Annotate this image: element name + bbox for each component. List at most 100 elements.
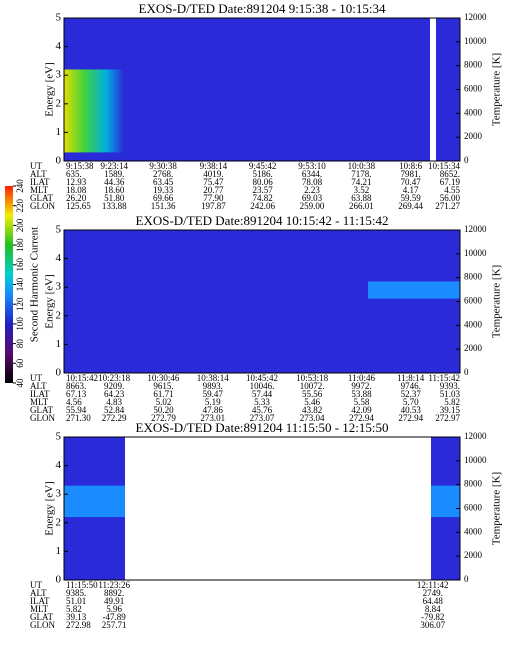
ephemeris-value: 5.96: [106, 604, 122, 614]
ephemeris-value: 9:45:42: [249, 161, 277, 171]
ephemeris-label: ALT: [30, 381, 47, 391]
y2-tick-label: 0: [464, 155, 469, 165]
ephemeris-value: 69.03: [302, 193, 323, 203]
ephemeris-value: 19.33: [153, 185, 174, 195]
y-tick-label: 1: [56, 545, 62, 557]
ephemeris-value: 272.29: [102, 413, 127, 423]
ephemeris-value: 10:8:6: [399, 161, 423, 171]
colorbar-tick-label: 200: [15, 218, 25, 232]
ephemeris-value: 64.23: [104, 389, 125, 399]
ephemeris-value: 266.01: [349, 201, 374, 211]
ephemeris-value: 10072.: [300, 381, 325, 391]
spectrogram-band: [431, 485, 460, 518]
colorbar-tick-label: 80: [15, 339, 25, 349]
y-tick-label: 3: [56, 69, 62, 81]
ephemeris-label: GLAT: [30, 405, 53, 415]
colorbar: [5, 186, 13, 383]
ephemeris-value: 12.93: [66, 177, 87, 187]
ephemeris-value: 67.13: [66, 389, 87, 399]
ephemeris-value: 125.65: [66, 201, 91, 211]
ephemeris-value: 9209.: [104, 381, 124, 391]
ephemeris-value: 67.19: [440, 177, 461, 187]
spectrogram: [64, 437, 460, 580]
ephemeris-label: UT: [30, 161, 42, 171]
ephemeris-value: 7981.: [401, 169, 421, 179]
ephemeris-value: 57.44: [252, 389, 273, 399]
ephemeris-value: 18.08: [66, 185, 87, 195]
ephemeris-value: 257.71: [102, 620, 127, 630]
ephemeris-value: 11:15:50: [66, 580, 98, 590]
ephemeris-label: ALT: [30, 169, 47, 179]
ephemeris-value: 10:45:42: [246, 373, 278, 383]
ephemeris-value: 9893.: [203, 381, 223, 391]
ephemeris-value: 56.00: [440, 193, 461, 203]
ephemeris-value: 9393.: [440, 381, 460, 391]
y2-tick-label: 2000: [464, 550, 483, 560]
ephemeris-value: 45.76: [252, 405, 273, 415]
ephemeris-value: 10:23:18: [98, 373, 131, 383]
ephemeris-value: 50.20: [153, 405, 174, 415]
ephemeris-value: 39.15: [440, 405, 461, 415]
panel-title: EXOS-D/TED Date:891204 9:15:38 - 10:15:3…: [139, 1, 386, 16]
y-tick-label: 0: [56, 155, 62, 167]
ephemeris-value: 273.07: [250, 413, 275, 423]
spectrogram: [64, 230, 460, 373]
ephemeris-value: 11:8:14: [397, 373, 425, 383]
ephemeris-value: 2.23: [304, 185, 320, 195]
ephemeris-value: 5.82: [444, 397, 460, 407]
y-tick-label: 1: [56, 126, 62, 138]
ephemeris-value: 52.84: [104, 405, 125, 415]
ephemeris-value: 55.94: [66, 405, 87, 415]
ephemeris-value: 2749.: [423, 588, 443, 598]
ephemeris-value: 151.36: [151, 201, 176, 211]
ephemeris-label: GLON: [30, 201, 55, 211]
ephemeris-value: 51.01: [66, 596, 86, 606]
ephemeris-value: 53.88: [351, 389, 372, 399]
spectrogram-band: [368, 281, 460, 299]
ephemeris-value: 7178.: [351, 169, 371, 179]
ephemeris-value: 40.53: [401, 405, 422, 415]
y2-tick-label: 2000: [464, 343, 483, 353]
y2-axis-label: Temperature [K]: [491, 265, 503, 338]
ephemeris-value: 47.86: [203, 405, 224, 415]
panel-title: EXOS-D/TED Date:891204 11:15:50 - 12:15:…: [136, 420, 389, 435]
y2-tick-label: 6000: [464, 84, 483, 94]
ephemeris-value: 6344.: [302, 169, 322, 179]
y2-tick-label: 10000: [464, 36, 487, 46]
ephemeris-value: 9385.: [66, 588, 86, 598]
ephemeris-value: 10046.: [250, 381, 275, 391]
ephemeris-value: 306.07: [420, 620, 445, 630]
ephemeris-value: 5.70: [403, 397, 419, 407]
ephemeris-label: GLON: [30, 620, 55, 630]
y-tick-label: 5: [56, 431, 62, 443]
ephemeris-value: 5.46: [304, 397, 320, 407]
ephemeris-value: 10:15:42: [66, 373, 98, 383]
ephemeris-value: 8.84: [425, 604, 441, 614]
y2-tick-label: 0: [464, 367, 469, 377]
ephemeris-value: 11:15:42: [428, 373, 460, 383]
ephemeris-label: GLAT: [30, 612, 53, 622]
ephemeris-value: 9746.: [401, 381, 421, 391]
ephemeris-value: 242.06: [250, 201, 275, 211]
ephemeris-value: 5186.: [253, 169, 273, 179]
y2-tick-label: 12000: [464, 431, 487, 441]
colorbar-tick-label: 220: [15, 198, 25, 212]
y-tick-label: 3: [56, 281, 62, 293]
y2-axis-label: Temperature [K]: [491, 472, 503, 545]
ephemeris-value: 272.97: [435, 413, 460, 423]
y-tick-label: 0: [56, 574, 62, 586]
y-tick-label: 5: [56, 224, 62, 236]
y2-tick-label: 8000: [464, 272, 483, 282]
ephemeris-value: 9972.: [351, 381, 371, 391]
ephemeris-value: 11:23:26: [98, 580, 130, 590]
ephemeris-value: 61.71: [153, 389, 173, 399]
y2-tick-label: 10000: [464, 248, 487, 258]
ephemeris-value: 63.88: [351, 193, 372, 203]
ephemeris-value: 44.36: [104, 177, 125, 187]
panel-title: EXOS-D/TED Date:891204 10:15:42 - 11:15:…: [136, 213, 389, 228]
ephemeris-value: 70.47: [401, 177, 422, 187]
colorbar-tick-label: 100: [15, 317, 25, 331]
colorbar-tick-label: 140: [15, 277, 25, 291]
ephemeris-value: 80.06: [253, 177, 274, 187]
ephemeris-value: 49.91: [104, 596, 124, 606]
